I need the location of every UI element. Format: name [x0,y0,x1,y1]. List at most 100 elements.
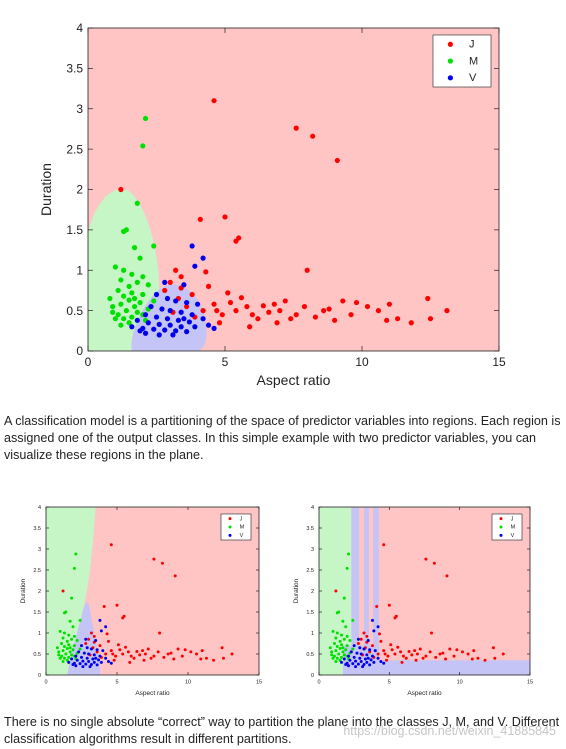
point-J [89,631,93,635]
point-J [200,649,204,653]
point-V [376,656,380,660]
point-V [370,618,374,622]
point-V [148,303,154,310]
point-J [249,312,255,318]
point-M [68,619,72,623]
point-V [92,653,96,657]
point-V [99,629,103,633]
point-J [222,656,225,660]
point-J [400,660,404,664]
point-M [340,643,344,647]
point-V [200,316,206,322]
x-tick-label: 5 [115,680,118,686]
point-J [274,320,280,326]
y-axis-label: Duration [38,163,54,216]
point-J [156,650,160,654]
point-J [410,653,414,657]
point-V [192,263,198,269]
point-J [277,308,283,314]
y-tick-label: 0.5 [33,652,41,658]
point-J [152,654,156,658]
point-M [140,143,146,149]
point-V [189,243,195,249]
point-V [78,662,82,666]
point-J [128,660,132,664]
point-V [156,321,162,327]
point-J [162,287,168,294]
point-J [334,157,340,164]
point-M [75,639,79,643]
point-J [312,314,319,320]
point-J [472,649,476,653]
point-M [121,228,127,235]
x-tick-label: 15 [256,680,262,686]
point-V [178,324,184,330]
x-tick-label: 5 [388,680,391,686]
point-J [390,648,394,652]
point-J [427,316,434,322]
legend-marker-V [228,533,232,537]
point-M [61,649,65,653]
point-J [199,657,203,661]
point-J [141,649,145,653]
point-V [109,661,113,665]
conclusion-paragraph: There is no single absolute “correct” wa… [4,715,560,746]
point-J [92,634,96,638]
point-M [331,629,335,633]
description-paragraph: A classification model is a partitioning… [4,414,561,462]
point-J [415,652,419,656]
point-J [414,658,418,662]
point-J [200,308,206,314]
point-V [186,319,192,325]
point-M [71,648,75,652]
point-M [70,596,74,600]
point-J [425,295,431,302]
point-V [351,662,355,666]
legend-label-M: M [469,55,478,67]
point-V [211,325,217,331]
point-M [335,631,339,635]
point-J [158,631,162,635]
point-V [362,663,366,666]
point-M [110,309,116,315]
point-J [138,653,142,657]
point-M [115,312,121,318]
point-J [445,574,449,578]
y-axis-label: Duration [20,578,27,603]
point-M [118,301,124,307]
y-tick-label: 1.5 [33,610,41,616]
point-J [444,308,450,314]
legend-marker-V [447,75,453,81]
point-J [211,98,217,104]
point-V [81,665,85,669]
point-M [151,298,157,304]
point-M [71,625,75,629]
point-J [195,652,199,656]
point-M [341,619,345,623]
point-V [70,657,74,661]
point-V [87,652,91,656]
point-V [98,618,102,622]
point-J [428,650,432,654]
point-J [293,125,299,131]
point-J [189,291,195,298]
point-J [304,267,310,273]
y-tick-label: 3 [76,102,83,116]
point-M [67,643,71,647]
point-J [438,652,442,656]
point-V [71,663,75,666]
point-M [68,646,72,650]
point-M [131,303,138,310]
point-J [172,657,176,661]
point-M [110,303,116,310]
point-J [362,631,366,635]
x-tick-label: 0 [85,355,92,369]
point-J [348,312,354,318]
point-M [342,596,346,600]
point-J [376,652,380,656]
point-V [173,328,179,334]
point-J [227,299,234,306]
point-M [65,658,69,662]
point-J [441,651,445,655]
